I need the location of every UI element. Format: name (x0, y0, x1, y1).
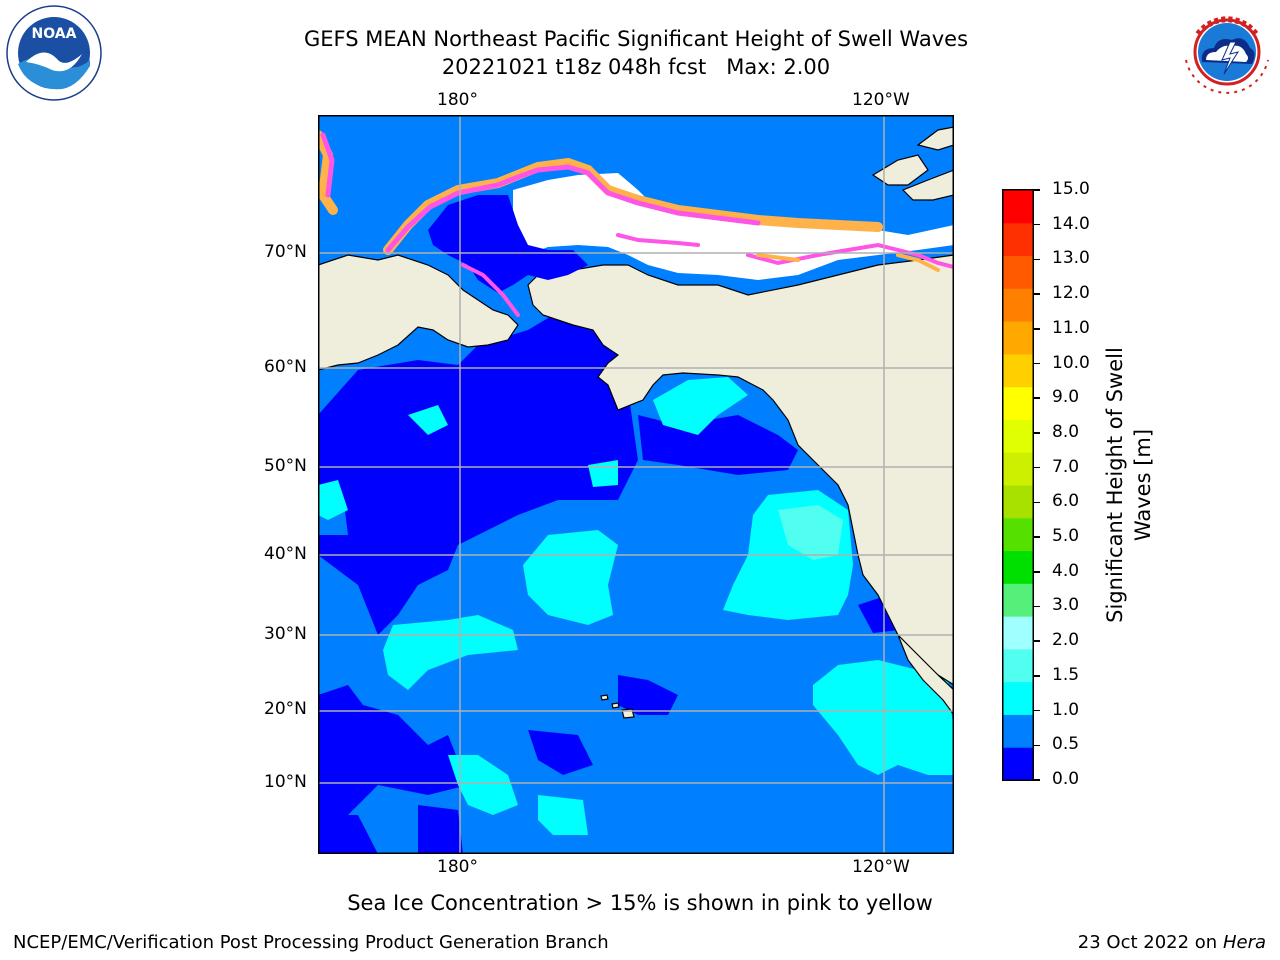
colorbar-tick (1034, 779, 1040, 781)
lat-tick-50n: 50°N (264, 456, 307, 476)
colorbar-tick (1034, 744, 1040, 747)
colorbar-tick-label: 5.0 (1052, 526, 1080, 547)
colorbar-title-line2: Waves [m] (1131, 428, 1155, 542)
colorbar-tick-label: 1.0 (1052, 699, 1080, 720)
colorbar-swatch (1003, 419, 1033, 453)
colorbar-swatch (1003, 648, 1033, 683)
map-panel (318, 115, 954, 854)
sea-ice-edges (318, 130, 954, 317)
lon-tick-bottom-120w: 120°W (852, 857, 910, 877)
colorbar-swatch (1003, 288, 1033, 322)
noaa-logo: NOAA (6, 5, 102, 101)
colorbar-swatch (1003, 386, 1033, 420)
colorbar-tick (1034, 536, 1040, 538)
colorbar-tick (1034, 258, 1040, 261)
colorbar-swatch (1003, 681, 1033, 715)
colorbar-swatch (1003, 583, 1033, 617)
colorbar-tick-label: 11.0 (1052, 317, 1090, 338)
colorbar-tick-label: 14.0 (1052, 213, 1090, 234)
colorbar-tick-label: 0.0 (1052, 769, 1080, 789)
colorbar-tick (1034, 709, 1040, 712)
colorbar-tick (1034, 466, 1040, 469)
colorbar-swatch (1003, 190, 1033, 224)
colorbar-swatch (1003, 452, 1033, 486)
colorbar-tick (1034, 397, 1040, 399)
colorbar-tick-label: 1.5 (1052, 664, 1080, 685)
land-masses (318, 126, 954, 719)
footer-date-text: 23 Oct 2022 on (1077, 932, 1223, 953)
colorbar-tick (1034, 328, 1040, 330)
colorbar-tick-label: 8.0 (1052, 421, 1080, 442)
sea-ice-caption: Sea Ice Concentration > 15% is shown in … (347, 891, 933, 915)
colorbar-tick (1034, 675, 1040, 677)
colorbar-tick (1034, 571, 1040, 573)
colorbar-tick (1034, 640, 1040, 642)
colorbar-title-line1: Significant Height of Swell (1103, 347, 1127, 623)
map-gridlines (318, 115, 954, 854)
lat-tick-10n: 10°N (264, 772, 307, 792)
colorbar-tick-label: 6.0 (1052, 491, 1080, 512)
colorbar-tick-label: 2.0 (1052, 630, 1080, 651)
footer-date: 23 Oct 2022 on Hera (1078, 932, 1266, 953)
colorbar-swatch (1003, 616, 1033, 650)
colorbar-tick-label: 9.0 (1052, 387, 1080, 408)
colorbar-swatch (1003, 321, 1033, 355)
nws-logo (1181, 6, 1273, 98)
lat-tick-30n: 30°N (264, 624, 307, 644)
colorbar-tick-label: 0.5 (1052, 734, 1080, 755)
colorbar-swatch (1003, 517, 1033, 552)
colorbar-swatch (1003, 255, 1033, 289)
colorbar-tick-label: 7.0 (1052, 456, 1080, 477)
colorbar-swatch (1003, 747, 1033, 781)
map-frame (318, 115, 954, 854)
colorbar-tick-label: 12.0 (1052, 283, 1090, 304)
lon-tick-top-120w: 120°W (852, 90, 910, 110)
colorbar-swatch (1003, 714, 1033, 748)
chart-title: GEFS MEAN Northeast Pacific Significant … (303, 27, 969, 51)
colorbar-frame (1002, 189, 1034, 781)
colorbar-tick-label: 13.0 (1052, 248, 1090, 269)
noaa-logo-text: NOAA (32, 26, 77, 42)
colorbar-tick (1034, 293, 1040, 295)
swell-peak-regions (778, 505, 843, 560)
footer-credit: NCEP/EMC/Verification Post Processing Pr… (13, 932, 609, 953)
colorbar-swatch (1003, 222, 1033, 257)
colorbar-tick (1034, 189, 1040, 191)
colorbar-tick (1034, 362, 1040, 365)
colorbar-tick (1034, 223, 1040, 226)
arctic-low-swell (428, 195, 588, 293)
colorbar-tick-label: 15.0 (1052, 179, 1090, 199)
colorbar-tick-label: 10.0 (1052, 352, 1090, 373)
colorbar-swatch (1003, 485, 1033, 519)
lat-tick-60n: 60°N (264, 357, 307, 377)
colorbar-tick-label: 3.0 (1052, 595, 1080, 616)
footer-host: Hera (1222, 932, 1266, 953)
colorbar-swatch (1003, 550, 1033, 584)
colorbar-tick-label: 4.0 (1052, 560, 1080, 581)
colorbar-tick (1034, 605, 1040, 608)
colorbar-swatch (1003, 353, 1033, 388)
colorbar-tick (1034, 432, 1040, 434)
colorbar-tick (1034, 501, 1040, 504)
colorbar (1002, 189, 1034, 781)
lon-tick-top-180: 180° (437, 90, 478, 110)
lat-tick-20n: 20°N (264, 699, 307, 719)
chart-subtitle: 20221021 t18z 048h fcst Max: 2.00 (441, 55, 831, 79)
lon-tick-bottom-180: 180° (437, 857, 478, 877)
lat-tick-40n: 40°N (264, 544, 307, 564)
lat-tick-70n: 70°N (264, 242, 307, 262)
